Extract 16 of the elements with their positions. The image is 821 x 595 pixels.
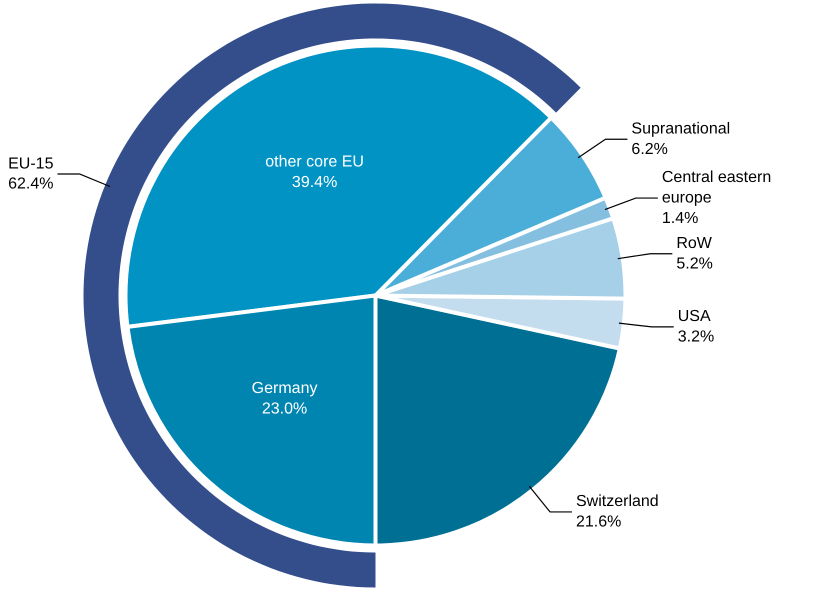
slice-label: other core EU <box>265 154 364 171</box>
slice-label: USA <box>678 308 711 326</box>
data-label: 1.4% <box>662 210 698 227</box>
slice-label: EU-15 <box>8 155 54 172</box>
data-label: 21.6% <box>576 514 622 531</box>
slice-label: Central eastern europe <box>662 169 772 207</box>
slice-label: Germany <box>252 380 318 397</box>
data-label: 39.4% <box>292 174 338 191</box>
data-label: 23.0% <box>262 400 308 418</box>
data-label: 5.2% <box>676 255 713 272</box>
slice-label: Supranational <box>631 120 730 138</box>
data-label: 3.2% <box>678 328 714 346</box>
slice-label: Switzerland <box>576 493 659 510</box>
data-label: 6.2% <box>631 140 668 158</box>
data-label: 62.4% <box>8 176 54 193</box>
slice-label: RoW <box>676 235 713 252</box>
